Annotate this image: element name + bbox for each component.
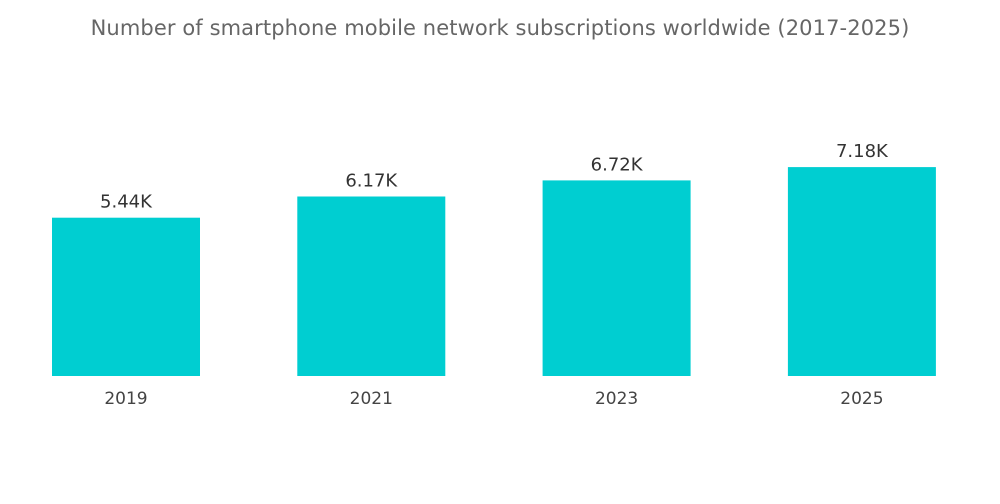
x-tick-label-2021: 2021 [350,389,393,409]
bar-2023 [542,180,691,376]
value-label-2019: 5.44K [100,192,153,213]
x-tick-label-2023: 2023 [595,389,638,409]
bar-2021 [297,196,446,376]
chart-title: Number of smartphone mobile network subs… [90,16,910,40]
x-tick-labels-group: 2019 2021 2023 2025 [104,389,883,409]
value-label-2025: 7.18K [836,141,889,162]
bars-group [52,167,936,376]
value-label-2021: 6.17K [345,171,398,192]
bar-2019 [52,217,200,376]
value-label-2023: 6.72K [591,154,644,175]
x-tick-label-2025: 2025 [840,389,883,409]
bar-2025 [787,167,936,376]
x-tick-label-2019: 2019 [104,389,147,409]
value-labels-group: 5.44K 6.17K 6.72K 7.18K [100,141,889,213]
